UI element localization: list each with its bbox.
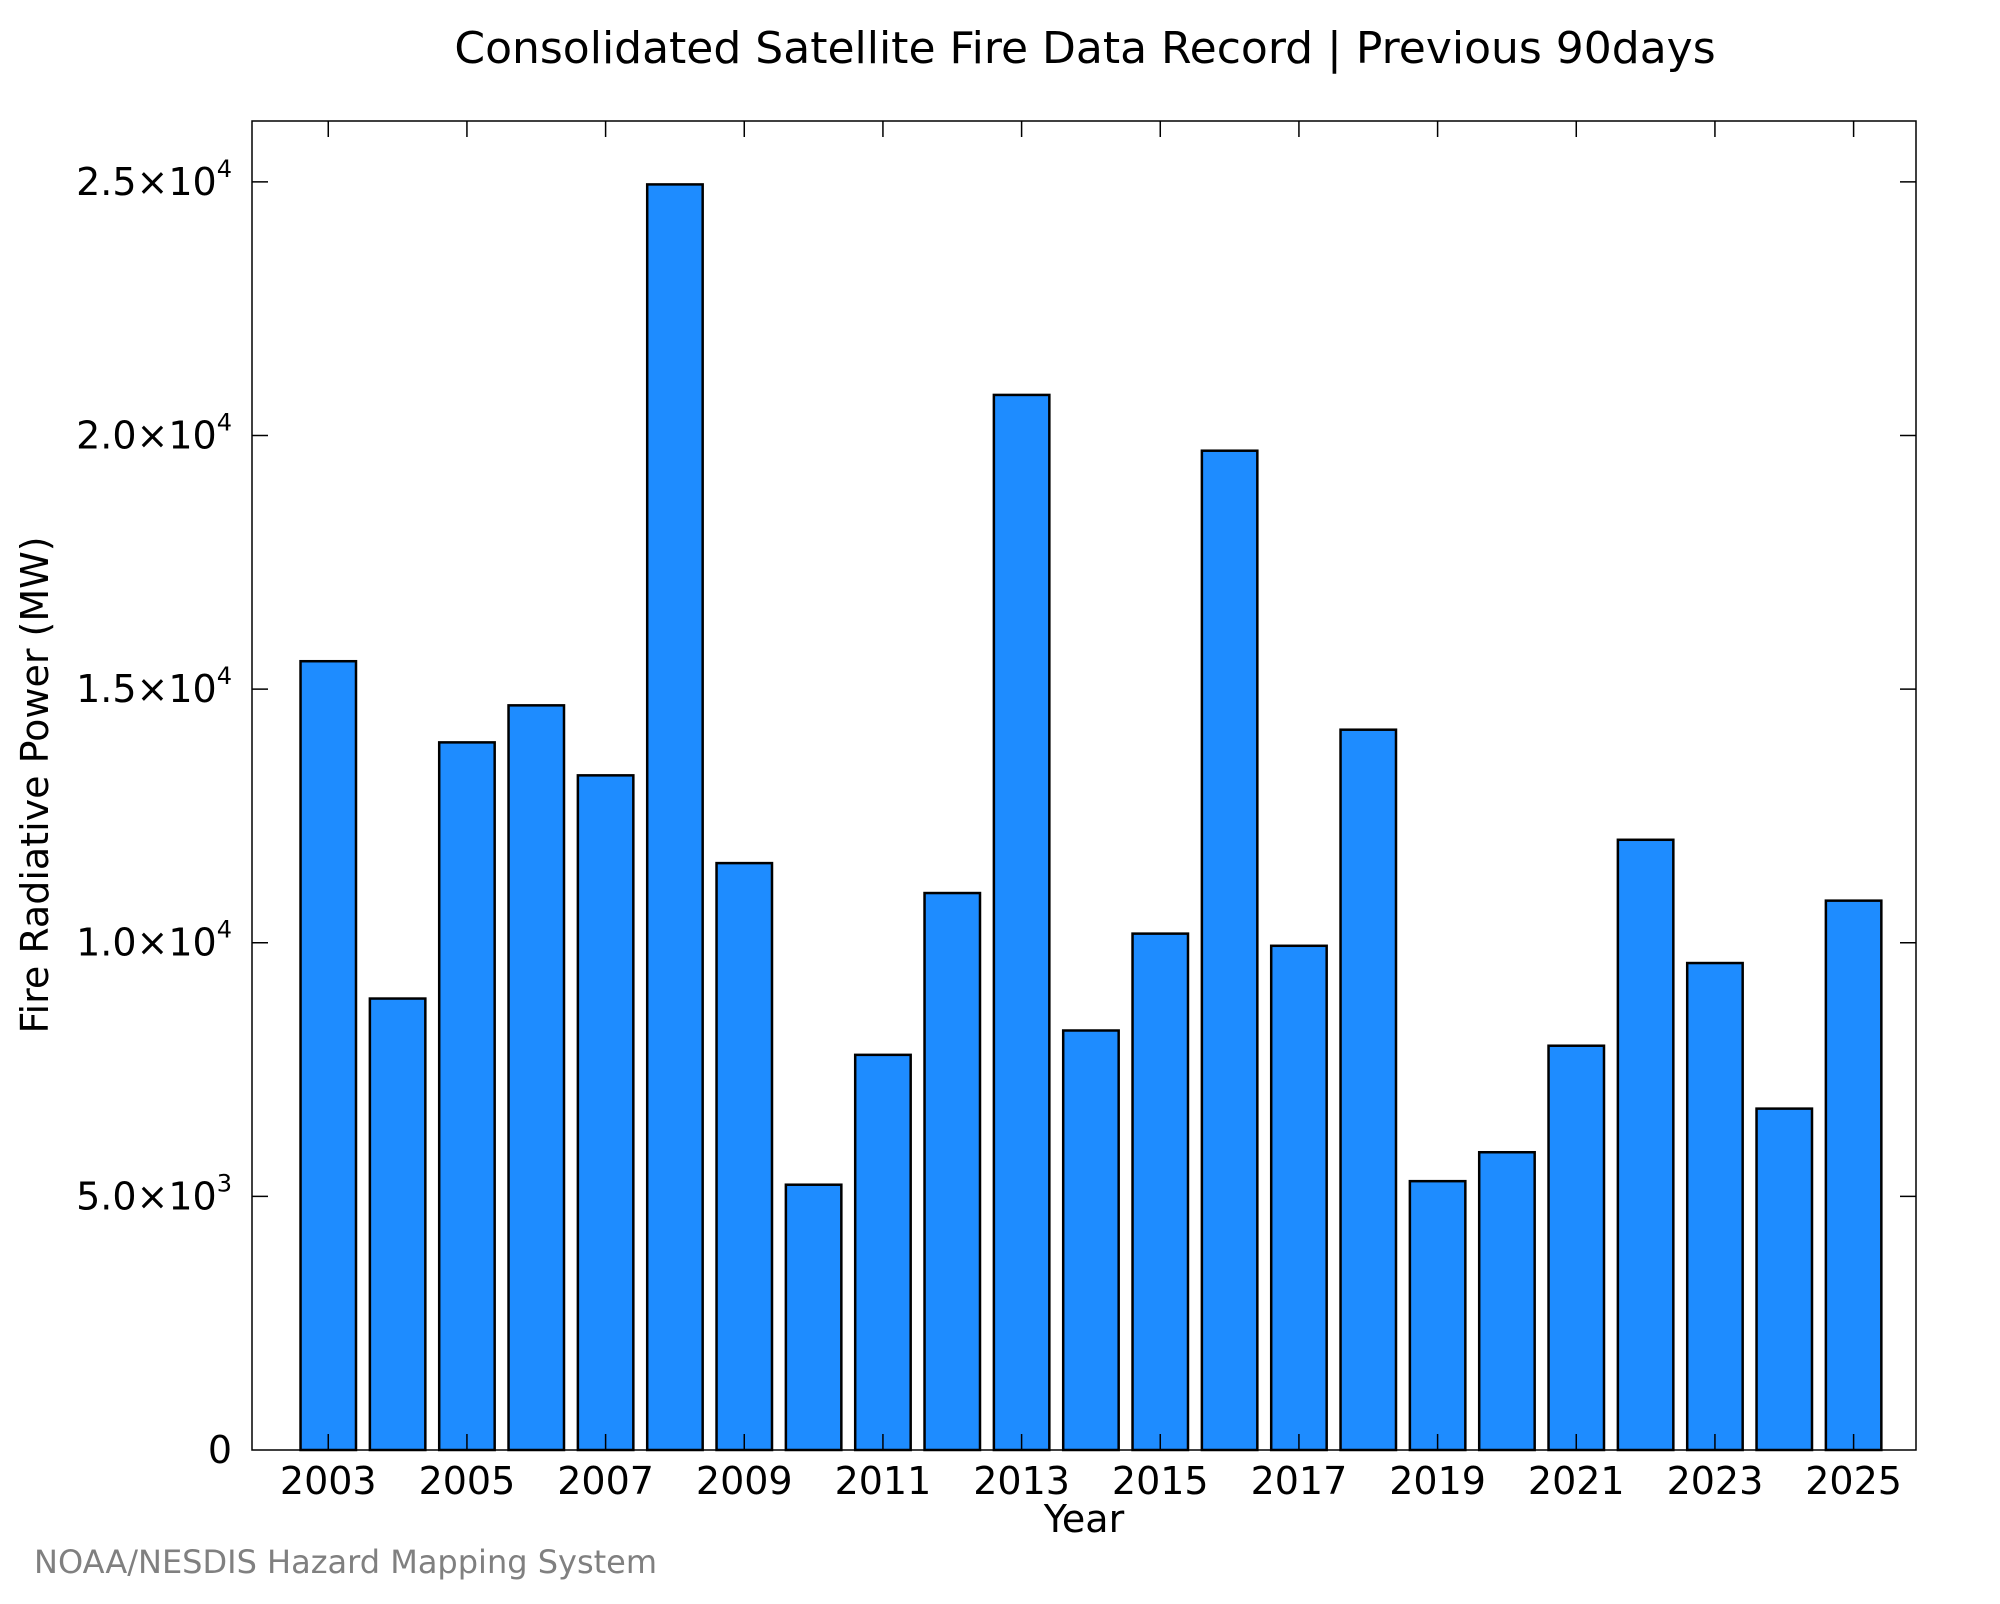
source-label: NOAA/NESDIS Hazard Mapping System	[34, 1543, 657, 1581]
bar-2005	[437, 741, 496, 1452]
bar-2019	[1408, 1179, 1467, 1452]
bar-2024	[1755, 1107, 1814, 1452]
x-axis-ticks: 2003 2005 2007 2009 2011 2013 2015 2017 2019 2021…	[280, 121, 1902, 1503]
bar-2012	[923, 891, 982, 1452]
y-tick-label: 5.0×103	[76, 1169, 232, 1218]
chart-title: Consolidated Satellite Fire Data Record …	[454, 23, 1715, 74]
bar-2022	[1616, 838, 1675, 1452]
x-tick-label: 2023	[1667, 1459, 1764, 1503]
y-tick-label: 1.5×104	[76, 662, 232, 711]
y-axis-label: Fire Radiative Power (MW)	[13, 536, 57, 1033]
bar-2009	[715, 861, 774, 1452]
bar-2008	[645, 183, 704, 1452]
bar-2013	[992, 393, 1051, 1452]
bar-2014	[1061, 1029, 1120, 1452]
bar-2011	[853, 1053, 912, 1452]
x-tick-label: 2025	[1805, 1459, 1902, 1503]
x-tick-label: 2019	[1389, 1459, 1486, 1503]
x-tick-label: 2007	[557, 1459, 654, 1503]
y-tick-label: 1.0×104	[76, 916, 232, 965]
bar-2010	[784, 1183, 843, 1452]
x-tick-label: 2015	[1112, 1459, 1209, 1503]
bar-2017	[1269, 944, 1328, 1452]
bar-2007	[576, 774, 635, 1452]
x-tick-label: 2009	[696, 1459, 793, 1503]
y-tick-label: 0	[208, 1428, 232, 1472]
x-tick-label: 2011	[835, 1459, 932, 1503]
x-tick-label: 2013	[973, 1459, 1070, 1503]
bar-2023	[1685, 961, 1744, 1452]
bar-2018	[1339, 728, 1398, 1452]
x-tick-label: 2017	[1251, 1459, 1348, 1503]
bar-2003	[299, 659, 358, 1452]
y-tick-label: 2.5×104	[76, 155, 232, 204]
bar-2006	[507, 704, 566, 1452]
x-tick-label: 2021	[1528, 1459, 1625, 1503]
x-tick-label: 2003	[280, 1459, 377, 1503]
bar-2021	[1547, 1044, 1606, 1452]
y-axis-ticks: 0 5.0×103 1.0×104 1.5×104 2.0×104 2.5×104	[76, 155, 1916, 1472]
bars-group	[299, 183, 1883, 1452]
bar-2025	[1824, 899, 1883, 1452]
x-axis-label: Year	[1043, 1497, 1125, 1541]
bar-2020	[1477, 1150, 1536, 1452]
y-tick-label: 2.0×104	[76, 408, 232, 457]
x-tick-label: 2005	[419, 1459, 516, 1503]
bar-2004	[368, 997, 427, 1452]
bar-2016	[1200, 449, 1259, 1452]
bar-2015	[1131, 932, 1190, 1452]
